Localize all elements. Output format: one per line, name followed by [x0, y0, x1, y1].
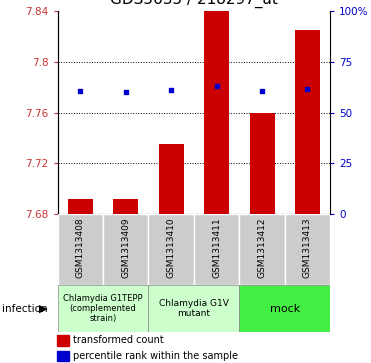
Text: GSM1313411: GSM1313411 — [212, 218, 221, 278]
Bar — [148, 214, 194, 285]
Bar — [239, 285, 330, 332]
Bar — [204, 11, 229, 214]
Bar — [250, 113, 275, 214]
Bar — [56, 335, 69, 346]
Text: Chlamydia G1V
mutant: Chlamydia G1V mutant — [159, 299, 229, 318]
Text: percentile rank within the sample: percentile rank within the sample — [73, 351, 238, 361]
Bar — [295, 30, 320, 214]
Text: mock: mock — [270, 303, 300, 314]
Text: transformed count: transformed count — [73, 335, 164, 346]
Point — [305, 86, 311, 92]
Bar — [58, 214, 103, 285]
Bar — [159, 144, 184, 214]
Title: GDS5635 / 218297_at: GDS5635 / 218297_at — [110, 0, 278, 8]
Text: Chlamydia G1TEPP
(complemented
strain): Chlamydia G1TEPP (complemented strain) — [63, 294, 143, 323]
Text: GSM1313412: GSM1313412 — [257, 218, 266, 278]
Text: GSM1313413: GSM1313413 — [303, 218, 312, 278]
Bar — [194, 214, 239, 285]
Point — [123, 89, 129, 95]
Bar — [68, 199, 93, 214]
Point — [259, 88, 265, 94]
Text: ▶: ▶ — [39, 303, 47, 314]
Bar — [58, 285, 148, 332]
Bar — [56, 351, 69, 362]
Text: GSM1313409: GSM1313409 — [121, 218, 130, 278]
Text: infection: infection — [2, 303, 47, 314]
Point — [214, 83, 220, 89]
Bar — [285, 214, 330, 285]
Bar — [103, 214, 148, 285]
Point — [77, 88, 83, 94]
Bar — [113, 199, 138, 214]
Point — [168, 87, 174, 93]
Text: GSM1313410: GSM1313410 — [167, 218, 175, 278]
Bar — [239, 214, 285, 285]
Bar — [148, 285, 239, 332]
Text: GSM1313408: GSM1313408 — [76, 218, 85, 278]
